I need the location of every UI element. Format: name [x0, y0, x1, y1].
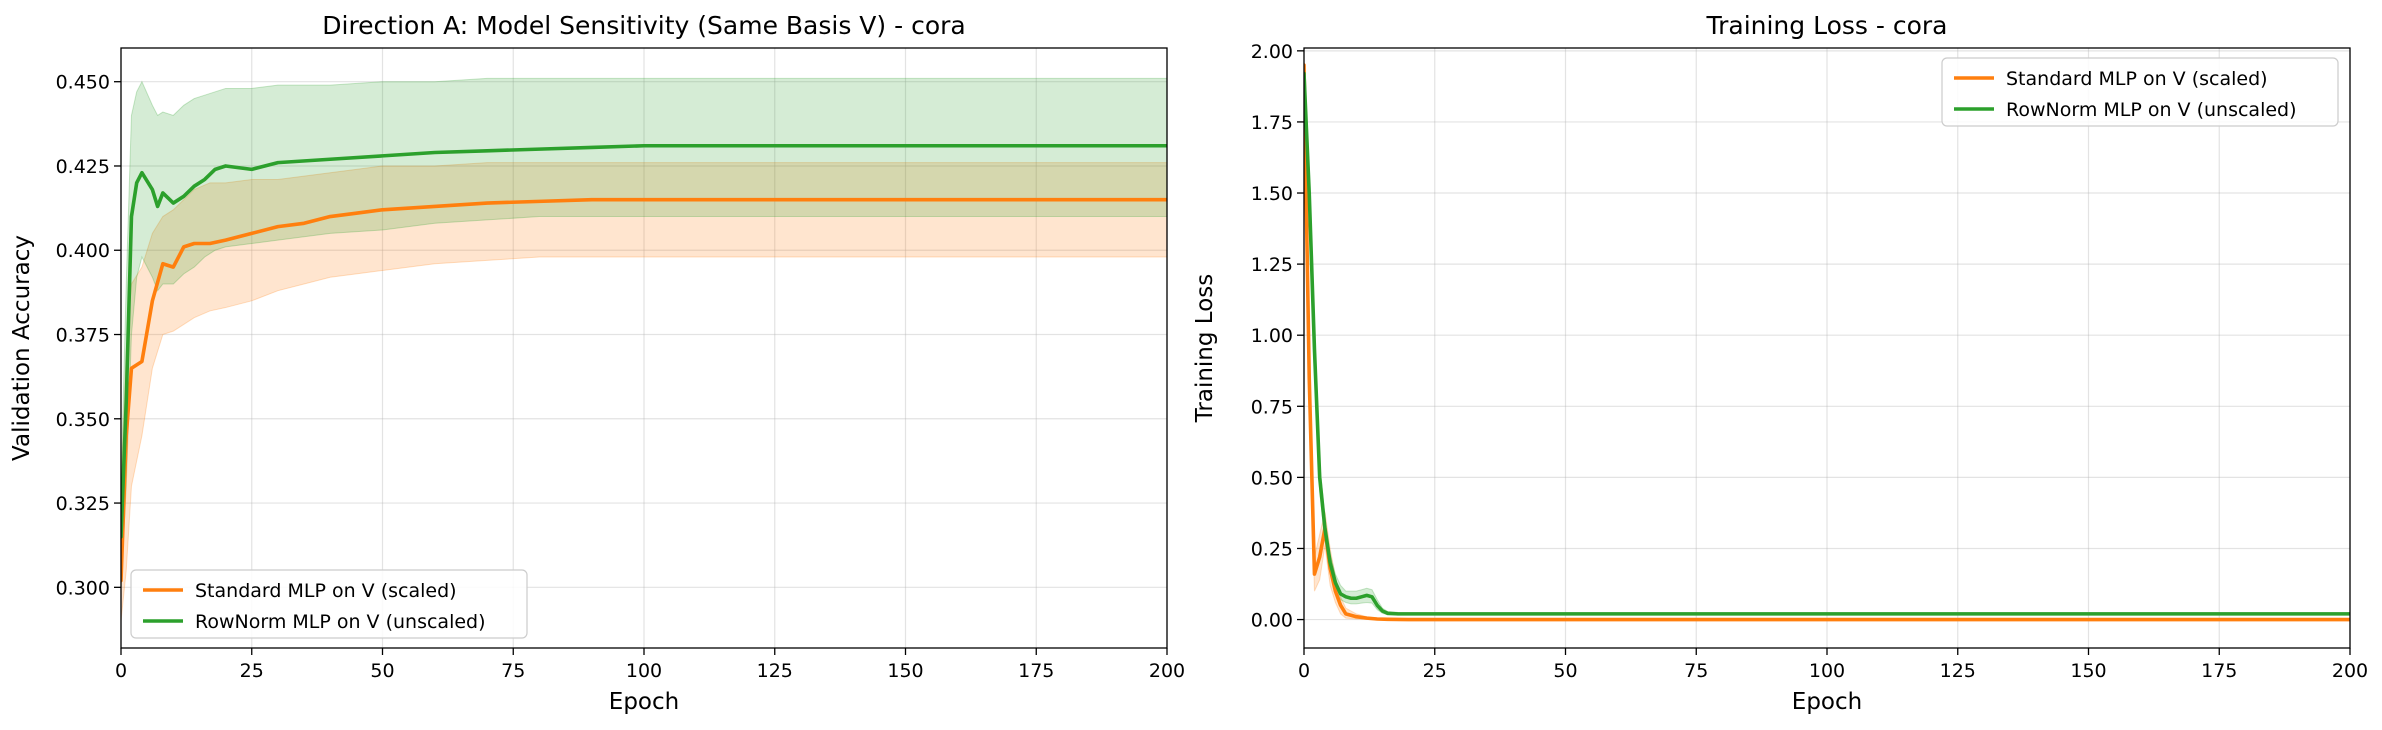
- series-line-0: [121, 197, 1167, 583]
- plot-area: [121, 77, 1167, 622]
- y-tick-label: 1.75: [1251, 112, 1293, 134]
- series-band-0: [121, 162, 1167, 622]
- y-tick-label: 0.375: [56, 325, 110, 347]
- y-axis-label: Training Loss: [1192, 274, 1218, 424]
- x-tick-label: 75: [501, 660, 525, 682]
- x-tick-label: 125: [1940, 660, 1976, 682]
- y-tick-label: 2.00: [1251, 41, 1293, 63]
- y-tick-label: 0.400: [56, 240, 110, 262]
- legend: Standard MLP on V (scaled) RowNorm MLP on…: [1941, 57, 2339, 127]
- x-tick-label: 0: [115, 660, 127, 682]
- validation-accuracy-chart: 0 25 50 75 100 125 150 175 200 0.300 0.325 0.350 0.3…: [9, 11, 1185, 715]
- plot-area: [1304, 59, 2350, 622]
- x-tick-label: 75: [1684, 660, 1708, 682]
- y-tick-label: 0.25: [1251, 538, 1293, 560]
- chart-title: Direction A: Model Sensitivity (Same Bas…: [322, 11, 965, 40]
- y-tick-label: 0.350: [56, 409, 110, 431]
- y-axis-label: Validation Accuracy: [9, 235, 35, 461]
- series-line-0: [1304, 63, 2350, 622]
- legend-label-0: Standard MLP on V (scaled): [2006, 68, 2268, 90]
- y-tick-label: 1.00: [1251, 325, 1293, 347]
- x-tick-label: 0: [1298, 660, 1310, 682]
- y-tick-label: 0.75: [1251, 396, 1293, 418]
- y-tick-label: 0.00: [1251, 610, 1293, 632]
- legend-label-1: RowNorm MLP on V (unscaled): [2006, 99, 2297, 121]
- x-tick-label: 100: [1809, 660, 1845, 682]
- legend: Standard MLP on V (scaled) RowNorm MLP on…: [130, 569, 528, 639]
- y-tick-label: 0.300: [56, 577, 110, 599]
- x-tick-label: 50: [1553, 660, 1577, 682]
- x-tick-label: 200: [1149, 660, 1185, 682]
- y-tick-label: 1.50: [1251, 183, 1293, 205]
- series-line-1: [1304, 71, 2350, 616]
- x-tick-label: 25: [240, 660, 264, 682]
- legend-label-0: Standard MLP on V (scaled): [195, 580, 457, 602]
- x-tick-label: 125: [757, 660, 793, 682]
- x-tick-label: 150: [887, 660, 923, 682]
- chart-title: Training Loss - cora: [1706, 11, 1948, 40]
- x-tick-label: 200: [2332, 660, 2368, 682]
- x-tick-label: 175: [1018, 660, 1054, 682]
- y-tick-label: 1.25: [1251, 254, 1293, 276]
- y-tick-label: 0.325: [56, 493, 110, 515]
- x-tick-label: 175: [2201, 660, 2237, 682]
- x-axis-label: Epoch: [1792, 689, 1862, 715]
- x-tick-label: 25: [1423, 660, 1447, 682]
- training-loss-chart: 0 25 50 75 100 125 150 175 200 0.00 0.25 0.50 0.75 1.…: [1192, 11, 2368, 715]
- x-tick-label: 50: [370, 660, 394, 682]
- legend-box: [130, 569, 528, 639]
- y-tick-label: 0.450: [56, 72, 110, 94]
- series-line-1: [121, 143, 1167, 539]
- legend-box: [1941, 57, 2339, 127]
- legend-label-1: RowNorm MLP on V (unscaled): [195, 611, 486, 633]
- y-tick-label: 0.425: [56, 156, 110, 178]
- x-axis-label: Epoch: [609, 689, 679, 715]
- series-band-0: [1304, 59, 2350, 621]
- x-tick-label: 100: [626, 660, 662, 682]
- series-band-1: [121, 77, 1167, 588]
- y-tick-label: 0.50: [1251, 467, 1293, 489]
- x-tick-label: 150: [2070, 660, 2106, 682]
